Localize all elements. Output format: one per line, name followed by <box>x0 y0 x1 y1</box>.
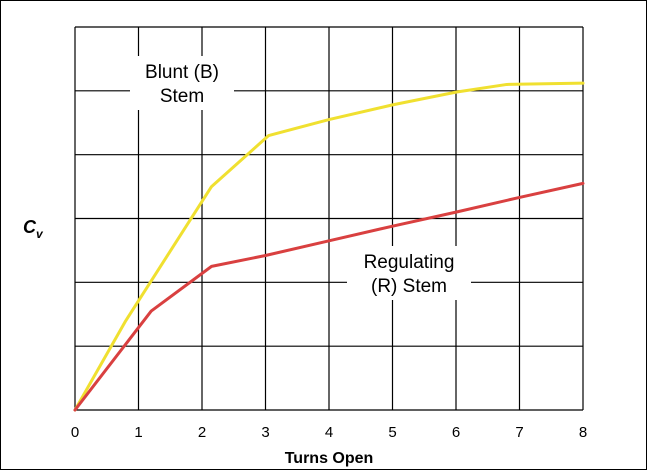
series-annotation: Blunt (B) Stem <box>130 56 234 110</box>
x-tick-label: 0 <box>71 424 79 441</box>
y-axis-label: Cv <box>23 217 44 241</box>
annotation-text: (R) Stem <box>371 276 447 297</box>
annotation-background <box>130 56 234 110</box>
x-tick-label: 1 <box>134 424 142 441</box>
x-tick-labels: 0 1 2 3 4 5 6 7 8 <box>71 424 587 441</box>
series-line-blunt-stem <box>73 81 585 412</box>
x-axis-label: Turns Open <box>285 450 374 467</box>
x-tick-label: 2 <box>198 424 206 441</box>
series-layer <box>73 81 585 412</box>
annotation-layer: Blunt (B) Stem Regulating (R) Stem <box>130 56 471 300</box>
x-tick-label: 3 <box>261 424 269 441</box>
x-tick-label: 5 <box>388 424 396 441</box>
series-line-regulating-stem <box>73 181 585 412</box>
annotation-text: Blunt (B) <box>145 62 219 83</box>
series-annotation: Regulating (R) Stem <box>347 246 471 300</box>
x-tick-label: 7 <box>515 424 523 441</box>
annotation-background <box>347 246 471 300</box>
annotation-text: Regulating <box>364 252 455 273</box>
annotation-text: Stem <box>160 86 204 107</box>
y-axis-label-main: C <box>23 217 37 237</box>
x-tick-label: 8 <box>579 424 587 441</box>
x-tick-label: 6 <box>452 424 460 441</box>
y-axis-label-subscript: v <box>36 227 44 241</box>
x-tick-label: 4 <box>325 424 333 441</box>
